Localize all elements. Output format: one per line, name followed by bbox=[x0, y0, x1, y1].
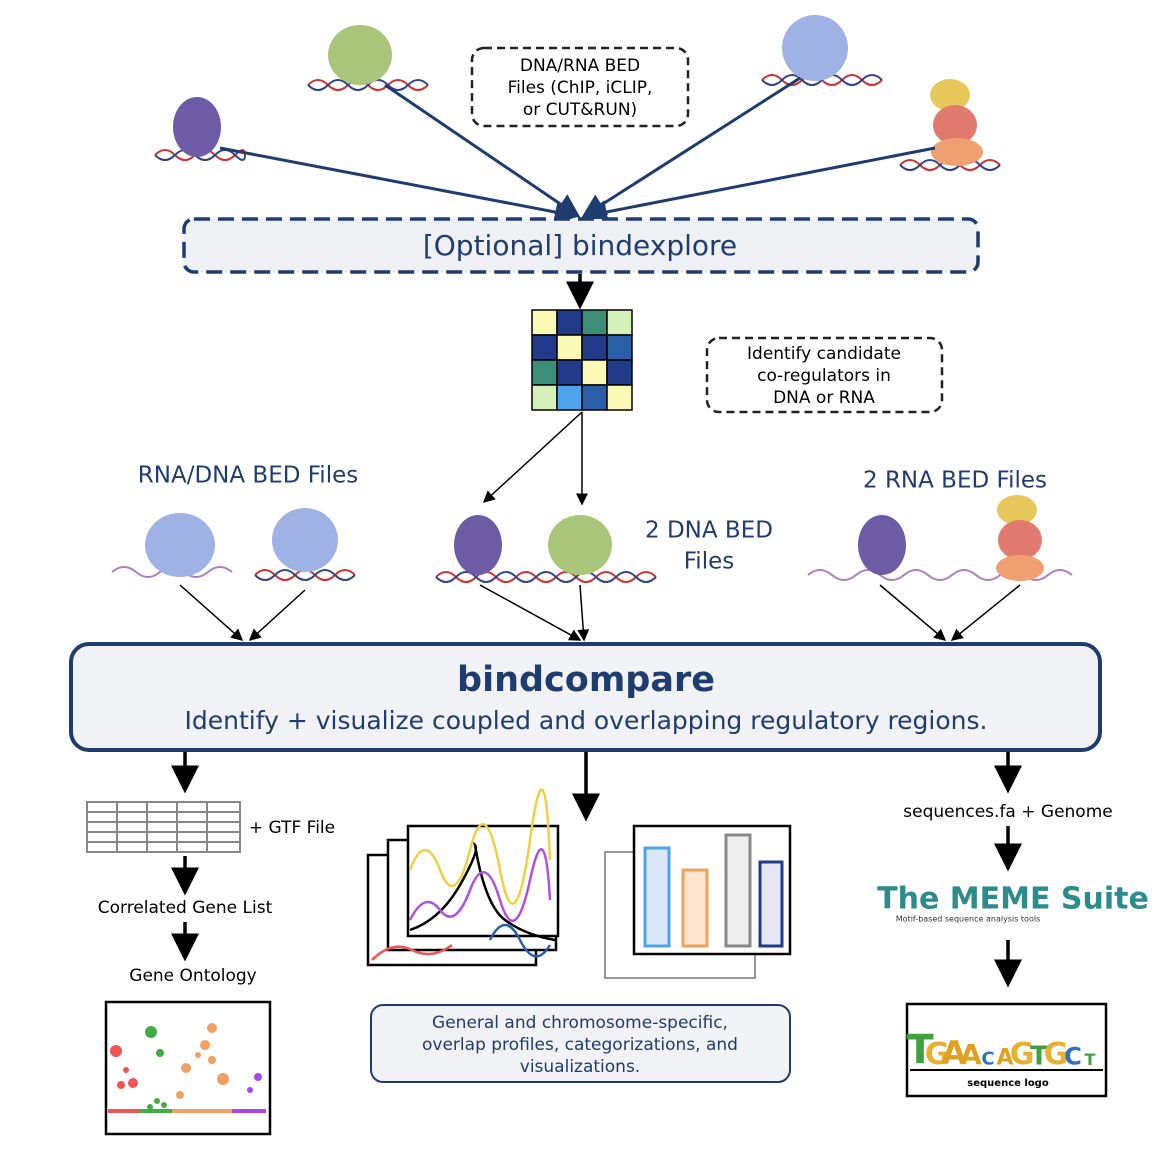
input-box: DNA/RNA BED Files (ChIP, iCLIP, or CUT&R… bbox=[470, 46, 690, 128]
coregulator-line: DNA or RNA bbox=[773, 388, 875, 408]
meme-subtitle: Motif-based sequence analysis tools bbox=[896, 915, 1040, 924]
ontology-plot bbox=[104, 1000, 272, 1136]
top-arrows bbox=[219, 76, 936, 224]
ontology-label: Gene Ontology bbox=[129, 966, 256, 986]
input-line: or CUT&RUN) bbox=[523, 100, 637, 120]
profile-caption-line: overlap profiles, categorizations, and bbox=[422, 1035, 738, 1055]
logo-letter: T bbox=[906, 1027, 934, 1073]
bindcompare-title: bindcompare bbox=[457, 660, 715, 700]
bar-plot bbox=[604, 824, 792, 979]
table-icon bbox=[86, 801, 241, 853]
input-line: DNA/RNA BED bbox=[520, 56, 640, 76]
input-label: Files bbox=[684, 549, 734, 575]
meme-title: The MEME Suite bbox=[877, 882, 1149, 917]
logo-letter: T bbox=[1030, 1041, 1048, 1071]
logo-letter: A bbox=[960, 1038, 982, 1071]
logo-letter: A bbox=[942, 1034, 967, 1072]
logo-letter: C bbox=[1064, 1043, 1082, 1071]
profile-caption-line: visualizations. bbox=[520, 1057, 640, 1077]
input-label: RNA/DNA BED Files bbox=[138, 463, 358, 489]
heatmap bbox=[531, 309, 633, 411]
logo-letter: A bbox=[996, 1045, 1013, 1070]
gtf-label: + GTF File bbox=[249, 818, 335, 838]
bindexplore-label: [Optional] bindexplore bbox=[423, 229, 737, 262]
input-line: Files (ChIP, iCLIP, bbox=[508, 78, 653, 98]
coregulator-box: Identify candidate co-regulators in DNA … bbox=[705, 336, 944, 414]
coregulator-line: co-regulators in bbox=[757, 366, 891, 386]
coregulator-line: Identify candidate bbox=[747, 344, 901, 364]
logo-letter: T bbox=[1085, 1050, 1096, 1069]
bindexplore-box: [Optional] bindexplore bbox=[182, 217, 980, 274]
logo-caption: sequence logo bbox=[967, 1078, 1049, 1089]
gene-list-label: Correlated Gene List bbox=[98, 898, 273, 918]
bindcompare-subtitle: Identify + visualize coupled and overlap… bbox=[185, 706, 988, 735]
middle-proteins bbox=[111, 495, 1073, 583]
logo-letter: G bbox=[1044, 1037, 1069, 1072]
profile-plots bbox=[366, 788, 560, 967]
profile-caption-box: General and chromosome-specific, overlap… bbox=[370, 1004, 791, 1083]
profile-caption-line: General and chromosome-specific, bbox=[432, 1013, 728, 1033]
bindcompare-box: bindcompare Identify + visualize coupled… bbox=[69, 642, 1102, 752]
logo-letter: C bbox=[981, 1049, 994, 1070]
sequences-label: sequences.fa + Genome bbox=[903, 802, 1112, 822]
logo-letter: G bbox=[1010, 1037, 1035, 1072]
input-label: 2 RNA BED Files bbox=[863, 468, 1047, 494]
top-proteins bbox=[154, 15, 1001, 171]
middle-arrows bbox=[179, 584, 1021, 642]
input-label: 2 DNA BED bbox=[645, 518, 773, 544]
logo-letter: G bbox=[925, 1037, 950, 1072]
